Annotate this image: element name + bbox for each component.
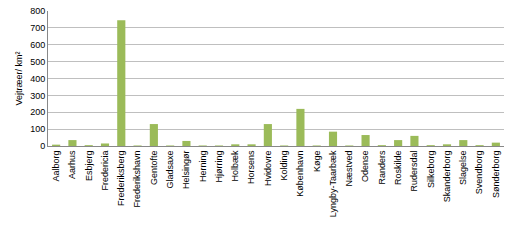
svg-text:Hjørring: Hjørring xyxy=(214,151,224,183)
svg-text:Aarhus: Aarhus xyxy=(67,150,77,179)
svg-text:700: 700 xyxy=(30,23,45,33)
svg-text:Gladsaxe: Gladsaxe xyxy=(165,151,175,189)
svg-text:600: 600 xyxy=(30,40,45,50)
svg-text:300: 300 xyxy=(30,91,45,101)
svg-text:Hvidovre: Hvidovre xyxy=(263,151,273,187)
svg-text:Fredericia: Fredericia xyxy=(100,151,110,191)
svg-text:800: 800 xyxy=(30,6,45,16)
svg-text:Frederikshavn: Frederikshavn xyxy=(132,151,142,208)
svg-text:500: 500 xyxy=(30,57,45,67)
svg-text:Silkeborg: Silkeborg xyxy=(426,151,436,189)
svg-text:Gentofte: Gentofte xyxy=(149,151,159,186)
svg-text:Slagelse: Slagelse xyxy=(458,151,468,186)
svg-text:Herning: Herning xyxy=(198,151,208,183)
svg-text:Odense: Odense xyxy=(360,151,370,183)
svg-text:Næstved: Næstved xyxy=(344,151,354,187)
svg-text:Aalborg: Aalborg xyxy=(51,151,61,182)
svg-text:Frederiksberg: Frederiksberg xyxy=(116,151,126,207)
svg-text:400: 400 xyxy=(30,74,45,84)
svg-text:Horsens: Horsens xyxy=(246,150,256,184)
svg-text:København: København xyxy=(295,151,305,197)
svg-text:Kolding: Kolding xyxy=(279,151,289,181)
svg-text:Skanderborg: Skanderborg xyxy=(442,151,452,203)
svg-text:Svendborg: Svendborg xyxy=(474,151,484,195)
svg-text:100: 100 xyxy=(30,124,45,134)
svg-text:200: 200 xyxy=(30,107,45,117)
svg-text:0: 0 xyxy=(40,141,45,151)
svg-text:Esbjerg: Esbjerg xyxy=(84,151,94,182)
svg-text:Vejtræer/ km²: Vejtræer/ km² xyxy=(14,51,24,105)
svg-text:Sønderborg: Sønderborg xyxy=(491,151,501,199)
svg-text:Roskilde: Roskilde xyxy=(393,151,403,186)
svg-text:Lyngby-Taarbæk: Lyngby-Taarbæk xyxy=(328,150,338,217)
svg-text:Holbæk: Holbæk xyxy=(230,150,240,182)
svg-text:Randers: Randers xyxy=(377,150,387,185)
svg-text:Køge: Køge xyxy=(312,151,322,173)
svg-text:Helsingør: Helsingør xyxy=(181,151,191,190)
svg-text:Rudersdal: Rudersdal xyxy=(409,151,419,192)
